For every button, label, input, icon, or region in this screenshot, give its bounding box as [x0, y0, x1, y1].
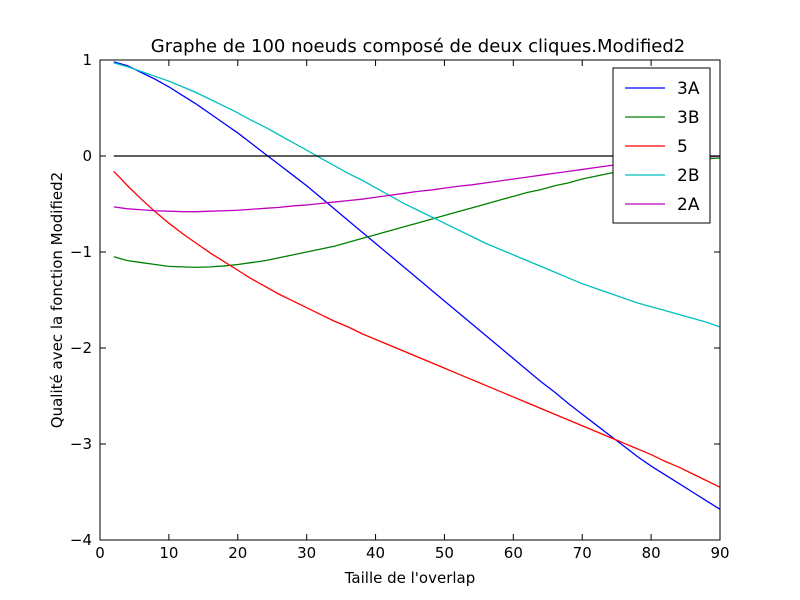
- x-tick-label: 60: [504, 544, 523, 562]
- legend-label: 5: [677, 137, 688, 157]
- x-tick-label: 80: [642, 544, 661, 562]
- legend-label: 3A: [677, 79, 700, 99]
- x-axis-label: Taille de l'overlap: [344, 569, 476, 587]
- x-tick-label: 40: [366, 544, 385, 562]
- legend-label: 2B: [677, 166, 699, 186]
- x-tick-label: 50: [435, 544, 454, 562]
- legend: 3A 3B 5 2B 2A: [612, 67, 711, 224]
- series-layer: [113, 61, 720, 510]
- plot-area-frame: [99, 59, 721, 541]
- y-tick-label: −1: [70, 243, 92, 261]
- y-tick-label: 1: [82, 51, 92, 69]
- chart-title: Graphe de 100 noeuds composé de deux cli…: [151, 36, 685, 57]
- legend-label: 3B: [677, 108, 699, 128]
- axis-ticks: [99, 59, 721, 541]
- x-tick-label: 10: [159, 544, 178, 562]
- series-line-2b: [113, 62, 720, 328]
- x-tick-label: 90: [710, 544, 729, 562]
- x-tick-label: 30: [297, 544, 316, 562]
- legend-label: 2A: [677, 195, 700, 215]
- y-tick-label: −2: [70, 339, 92, 357]
- series-line-5: [113, 170, 720, 488]
- y-tick-label: −4: [70, 531, 92, 549]
- y-tick-label: 0: [82, 147, 92, 165]
- y-axis-label: Qualité avec la fonction Modified2: [48, 172, 66, 428]
- series-line-3a: [113, 61, 720, 510]
- x-tick-label: 70: [573, 544, 592, 562]
- x-tick-label: 20: [228, 544, 247, 562]
- y-tick-label: −3: [70, 435, 92, 453]
- x-tick-label: 0: [95, 544, 105, 562]
